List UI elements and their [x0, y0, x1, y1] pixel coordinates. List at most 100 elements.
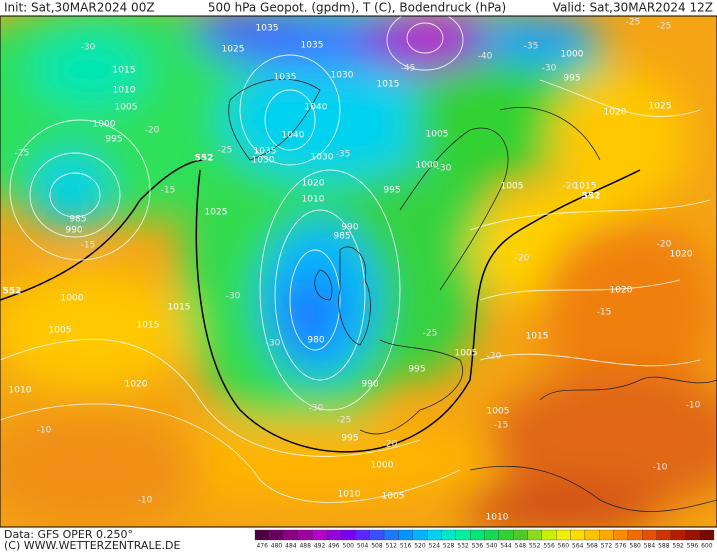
coastlines — [228, 78, 717, 512]
colorbar-tick-label: 496 — [328, 543, 340, 550]
pressure-label: 1010 — [302, 195, 325, 205]
pressure-label: 1010 — [338, 490, 361, 500]
colorbar-cell — [426, 529, 442, 541]
colorbar-cell — [283, 529, 299, 541]
data-source: Data: GFS OPER 0.250° — [4, 528, 133, 541]
colorbar-cell — [441, 529, 456, 541]
temperature-label: -15 — [494, 421, 509, 431]
colorbar-tick-label: 532 — [457, 543, 469, 550]
colorbar-tick-label: 512 — [386, 543, 398, 550]
colorbar-cell — [312, 529, 327, 541]
temperature-label: -30 — [81, 43, 96, 53]
temperature-label: -10 — [37, 426, 52, 436]
pressure-label: 995 — [383, 186, 400, 196]
colorbar-cell — [412, 529, 428, 541]
colorbar-tick-label: 556 — [543, 543, 555, 550]
pressure-label: 1015 — [137, 321, 160, 331]
geopotential-label: 552 — [3, 287, 22, 297]
colorbar-cell — [297, 529, 313, 541]
colorbar-tick-label: 540 — [486, 543, 498, 550]
pressure-label: 1040 — [305, 103, 328, 113]
colorbar-tick-label: 488 — [299, 543, 311, 550]
colorbar-tick-label: 500 — [343, 543, 355, 550]
pressure-label: 1025 — [222, 45, 245, 55]
pressure-label: 1030 — [252, 156, 275, 166]
pressure-label: 1035 — [254, 147, 277, 157]
pressure-label: 1010 — [486, 513, 509, 523]
pressure-label: 980 — [307, 336, 324, 346]
pressure-label: 1020 — [604, 108, 627, 118]
temperature-label: -30 — [266, 339, 281, 349]
pressure-label: 1000 — [371, 461, 394, 471]
pressure-label: 990 — [65, 226, 82, 236]
pressure-label: 985 — [333, 232, 350, 242]
colorbar-cell — [599, 529, 614, 541]
geopotential-552-line — [195, 169, 641, 453]
pressure-label: 1020 — [610, 286, 633, 296]
temperature-label: -40 — [478, 52, 493, 62]
colorbar-tick-label: 568 — [586, 543, 598, 550]
pressure-label: 1005 — [487, 407, 510, 417]
init-time: Init: Sat,30MAR2024 00Z — [4, 1, 155, 15]
colorbar-tick-label: 508 — [371, 543, 383, 550]
isobars — [0, 16, 711, 503]
colorbar-cell — [254, 529, 270, 541]
pressure-label: 1005 — [49, 326, 72, 336]
temperature-label: -15 — [81, 241, 96, 251]
colorbar-cell — [340, 529, 356, 541]
pressure-label: 1020 — [670, 250, 693, 260]
temperature-label: -25 — [423, 329, 438, 339]
pressure-label: 995 — [563, 74, 580, 84]
colorbar-cell — [484, 529, 499, 541]
geopotential-552-line — [0, 159, 206, 301]
map-title: 500 hPa Geopot. (gpdm), T (C), Bodendruc… — [208, 1, 506, 15]
pressure-label: 1010 — [9, 386, 32, 396]
temperature-label: -45 — [401, 64, 416, 74]
colorbar-tick-label: 564 — [572, 543, 584, 550]
pressure-label: 995 — [341, 434, 358, 444]
colorbar-tick-label: 524 — [429, 543, 441, 550]
colorbar-tick-label: 544 — [500, 543, 512, 550]
colorbar-cell — [326, 529, 342, 541]
colorbar-tick-label: 536 — [472, 543, 484, 550]
geopotential-label: 552 — [195, 154, 214, 164]
colorbar-cell — [455, 529, 471, 541]
colorbar-tick-label: 520 — [414, 543, 426, 550]
geopotential-label: 552 — [582, 192, 601, 202]
colorbar-tick-label: 580 — [629, 543, 641, 550]
pressure-label: 1035 — [301, 41, 324, 51]
temperature-label: -20 — [145, 126, 160, 136]
colorbar-tick-label: 584 — [644, 543, 656, 550]
pressure-label: 990 — [361, 380, 378, 390]
pressure-label: 985 — [69, 215, 86, 225]
temperature-label: -25 — [337, 416, 352, 426]
colorbar-tick-label: 552 — [529, 543, 541, 550]
colorbar-cell — [584, 529, 600, 541]
pressure-label: 1000 — [561, 50, 584, 60]
pressure-label: 1005 — [426, 130, 449, 140]
colorbar-cell — [627, 529, 643, 541]
pressure-label: 1010 — [113, 86, 136, 96]
colorbar-tick-label: 504 — [357, 543, 369, 550]
pressure-label: 1025 — [649, 102, 672, 112]
map-field — [0, 16, 717, 527]
colorbar-tick-label: 484 — [285, 543, 297, 550]
pressure-label: 1035 — [256, 24, 279, 34]
temperature-label: -25 — [626, 18, 641, 28]
pressure-label: 1005 — [455, 349, 478, 359]
pressure-label: 1015 — [113, 66, 136, 76]
pressure-label: 1000 — [416, 161, 439, 171]
temperature-label: -25 — [15, 149, 30, 159]
temperature-label: -30 — [309, 404, 324, 414]
pressure-label: 1040 — [282, 131, 305, 141]
pressure-label: 1030 — [331, 71, 354, 81]
colorbar-tick-label: 572 — [601, 543, 613, 550]
pressure-label: 1015 — [377, 80, 400, 90]
colorbar-cell — [541, 529, 557, 541]
valid-time: Valid: Sat,30MAR2024 12Z — [553, 1, 713, 15]
pressure-label: 1035 — [274, 73, 297, 83]
colorbar-cell — [355, 529, 370, 541]
colorbar-cell — [685, 529, 700, 541]
pressure-label: 995 — [408, 365, 425, 375]
